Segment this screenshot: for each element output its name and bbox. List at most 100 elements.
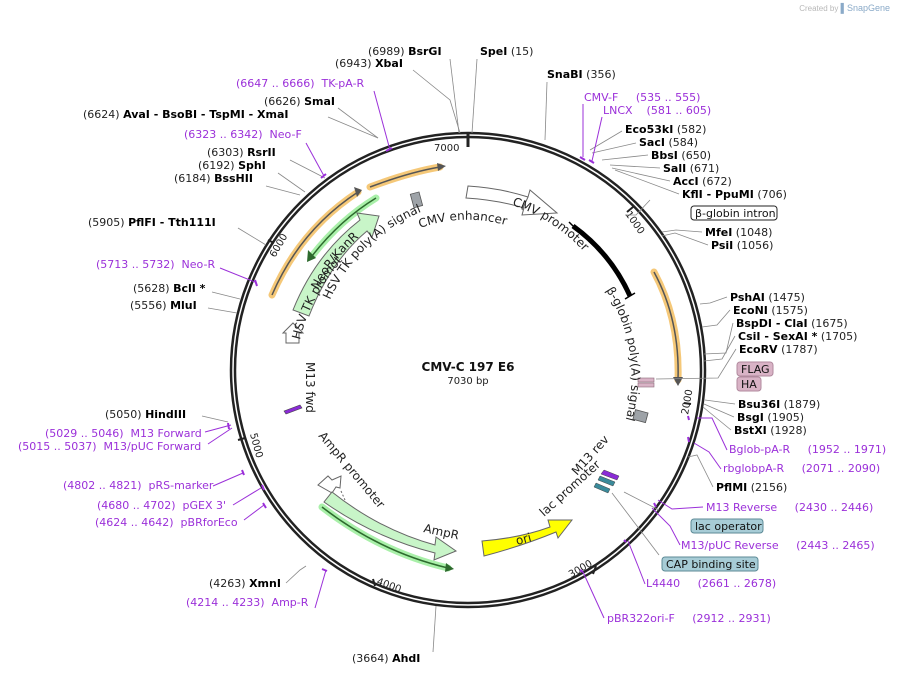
primer-label[interactable]: pBR322ori-F (2912 .. 2931) [607,612,771,625]
enzyme-site-label[interactable]: (4263) XmnI [209,577,281,590]
tick-label-2000: 2000 [680,389,695,416]
primer-label[interactable]: (6323 .. 6342) Neo-F [184,128,302,141]
primer-label[interactable]: (6647 .. 6666) TK-pA-R [236,77,365,90]
primer-label[interactable]: (4214 .. 4233) Amp-R [186,596,309,609]
feature-ori[interactable] [481,519,574,557]
enzyme-site-label[interactable]: BspDI - ClaI (1675) [736,317,848,330]
feature-ampr-promoter[interactable] [317,475,342,494]
enzyme-site-label[interactable]: EcoNI (1575) [733,304,808,317]
enzyme-site-label[interactable]: SalI (671) [663,162,719,175]
enzyme-site-label[interactable]: (5050) HindIII [105,408,186,421]
enzyme-site-label[interactable]: (6989) BsrGI [368,45,442,58]
enzyme-site-label[interactable]: SnaBI (356) [547,68,616,81]
feature-flag-ha-tags[interactable] [637,377,655,388]
feature-ampr[interactable] [323,490,458,561]
primer-label[interactable]: (4802 .. 4821) pRS-marker [63,479,214,492]
feature-label-box[interactable]: β-globin intron [690,205,778,221]
boxed-feature-labels: β-globin intron FLAG HA lac operator CAP bin… [661,205,778,572]
primer-label[interactable]: L4440 (2661 .. 2678) [646,577,776,590]
feature-neor-kanr-strand[interactable] [307,194,380,262]
enzyme-site-label[interactable]: Bsu36I (1879) [738,398,820,411]
svg-text:lac operator: lac operator [695,520,762,533]
tick-marks [237,133,692,587]
feature-hsv-tk-promoter[interactable] [281,322,305,344]
primer-label[interactable]: Bglob-pA-R (1952 .. 1971) [729,443,886,456]
enzyme-site-label[interactable]: PshAI (1475) [730,291,805,304]
snapgene-credit: Created by ▌SnapGene [799,3,890,13]
svg-text:β-globin intron: β-globin intron [695,207,776,220]
credit-prefix: Created by [799,4,839,13]
credit-brand: SnapGene [846,3,890,13]
tick-label-7000: 7000 [434,143,459,154]
cmv-enhancer-label: CMV enhancer [417,209,509,231]
ampr-label: AmpR [422,521,460,542]
primer-label[interactable]: (5713 .. 5732) Neo-R [96,258,215,271]
enzyme-site-label[interactable]: (6184) BssHII [174,172,253,185]
feature-lac-elements[interactable] [593,469,620,494]
primer-marks [227,147,690,573]
primer-label[interactable]: M13/pUC Reverse (2443 .. 2465) [681,539,875,552]
enzyme-site-label[interactable]: (5905) PflFI - Tth111I [88,216,216,229]
feature-label-box[interactable]: HA [736,376,762,392]
m13-fwd-label: M13 fwd [303,362,317,413]
enzyme-site-label[interactable]: CsiI - SexAI * (1705) [738,330,857,343]
cmv-promoter-label: CMV promoter [511,195,592,254]
enzyme-site-label[interactable]: BsgI (1905) [737,411,804,424]
bglobin-polya-label: β-globin poly(A) signal [603,284,642,422]
primer-label[interactable]: LNCX (581 .. 605) [603,104,711,117]
feature-label-box[interactable]: lac operator [690,518,764,534]
primer-label[interactable]: M13 Reverse (2430 .. 2446) [706,501,873,514]
feature-cmv-promoter-bar[interactable] [568,221,636,300]
feature-orange-orf-top[interactable] [366,163,446,191]
enzyme-site-label[interactable]: MfeI (1048) [705,226,772,239]
enzyme-site-label[interactable]: PflMI (2156) [716,481,787,494]
svg-text:CAP binding site: CAP binding site [666,558,756,571]
feature-orange-orf-right[interactable] [650,268,683,386]
primer-label[interactable]: CMV-F (535 .. 555) [584,91,700,104]
svg-text:FLAG: FLAG [741,363,770,376]
plasmid-name: CMV-C 197 E6 [422,360,515,374]
enzyme-site-label[interactable]: EcoRV (1787) [739,343,818,356]
feature-m13-fwd[interactable] [283,404,303,415]
enzyme-site-label[interactable]: Eco53kI (582) [625,123,706,136]
enzyme-site-label[interactable]: KflI - PpuMI (706) [682,188,787,201]
ori-label: ori [514,530,533,548]
enzyme-site-label[interactable]: SpeI (15) [480,45,533,58]
enzyme-site-label[interactable]: (5628) BclI * [133,282,206,295]
enzyme-site-label[interactable]: (6626) SmaI [264,95,335,108]
tick-labels: 7000 1000 2000 3000 4000 5000 6000 [247,143,695,596]
enzyme-site-label[interactable]: AccI (672) [673,175,732,188]
tick-label-5000: 5000 [247,432,264,459]
feature-hsv-tk-polya[interactable] [409,191,424,209]
primer-label[interactable]: (5029 .. 5046) M13 Forward [45,427,202,440]
snapgene-logo: ▌SnapGene [840,3,890,13]
enzyme-site-label[interactable]: (6624) AvaI - BsoBI - TspMI - XmaI [83,108,289,121]
enzyme-site-label[interactable]: (6943) XbaI [335,57,403,70]
feature-orange-orf-left[interactable] [268,187,362,299]
enzyme-site-label[interactable]: (5556) MluI [130,299,197,312]
feature-label-box[interactable]: FLAG [736,361,774,377]
primer-label[interactable]: (4680 .. 4702) pGEX 3' [97,499,226,512]
enzyme-leaders [201,58,737,653]
primer-leaders [204,90,728,619]
feature-cmv-enhancer[interactable] [465,185,559,216]
plasmid-length: 7030 bp [447,376,488,387]
feature-label-box[interactable]: CAP binding site [661,556,759,572]
plasmid-title: CMV-C 197 E6 7030 bp [422,360,515,387]
primer-label[interactable]: rbglobpA-R (2071 .. 2090) [723,462,880,475]
primer-label[interactable]: (4624 .. 4642) pBRforEco [95,516,238,529]
enzyme-site-label[interactable]: (6303) RsrII [207,146,276,159]
enzyme-site-label[interactable]: (3664) AhdI [352,652,420,665]
feature-ampr-strand[interactable] [318,503,454,572]
enzyme-labels: (6989) BsrGI(6943) XbaI SpeI (15) SnaBI (3… [83,45,857,665]
primer-label[interactable]: (5015 .. 5037) M13/pUC Forward [18,440,201,453]
svg-text:HA: HA [741,378,757,391]
enzyme-site-label[interactable]: PsiI (1056) [711,239,773,252]
enzyme-site-label[interactable]: BbsI (650) [651,149,711,162]
primer-labels: (6647 .. 6666) TK-pA-R (6323 .. 6342) Neo… [18,77,886,625]
enzyme-site-label[interactable]: BstXI (1928) [734,424,807,437]
enzyme-site-label[interactable]: (6192) SphI [198,159,266,172]
enzyme-site-label[interactable]: SacI (584) [639,136,698,149]
feature-bglob-polya-box[interactable] [632,409,649,424]
